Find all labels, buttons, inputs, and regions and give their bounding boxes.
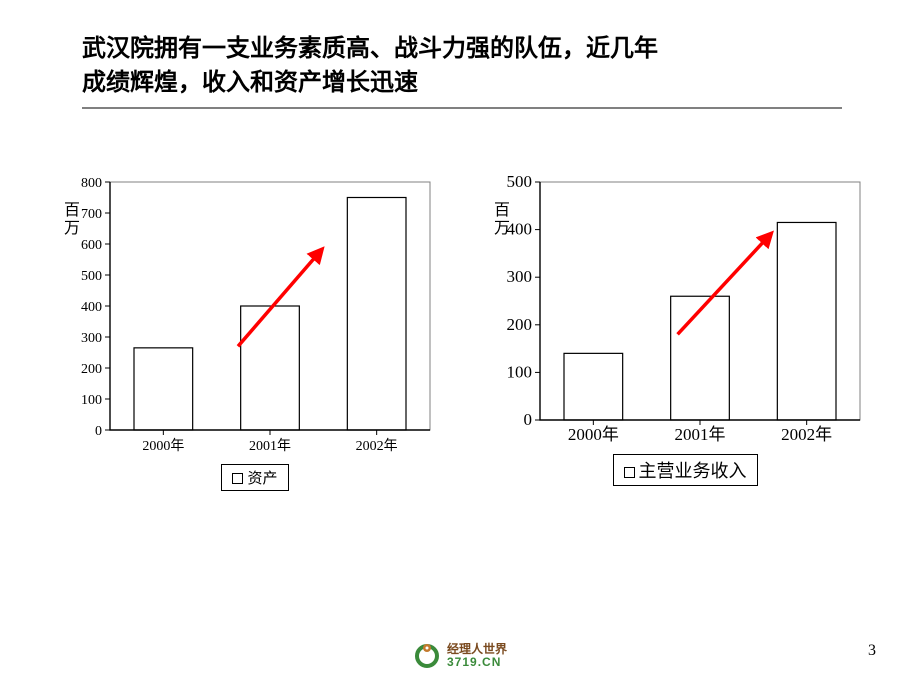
svg-text:700: 700 [81,207,102,222]
svg-text:0: 0 [524,410,533,429]
bar [564,353,623,420]
svg-text:100: 100 [81,393,102,408]
svg-text:100: 100 [507,362,533,381]
svg-text:2000年: 2000年 [142,438,184,454]
revenue-legend: 主营业务收入 [490,454,880,486]
title-underline [82,107,842,109]
legend-swatch-icon [624,467,635,478]
legend-swatch-icon [232,473,243,484]
bar [671,296,730,420]
footer-en: 3719.CN [447,656,507,669]
footer-logo: 经理人世界 3719.CN [413,642,507,670]
footer-text: 经理人世界 3719.CN [447,643,507,669]
slide-title: 武汉院拥有一支业务素质高、战斗力强的队伍，近几年 成绩辉煌，收入和资产增长迅速 [82,32,842,109]
svg-text:2002年: 2002年 [356,438,398,454]
bar [347,198,406,431]
charts-container: 百万 0 100 200 300 400 500 600 700 800 2000年 2001年 20… [60,170,880,491]
svg-text:300: 300 [81,331,102,346]
assets-legend-label: 资产 [247,471,277,487]
svg-text:2000年: 2000年 [568,425,619,444]
y-axis-unit-left: 百万 [64,202,82,237]
assets-legend: 资产 [60,464,450,491]
title-line-2: 成绩辉煌，收入和资产增长迅速 [82,66,842,100]
assets-chart: 百万 0 100 200 300 400 500 600 700 800 2000年 2001年 20… [60,170,450,491]
bar [241,306,300,430]
svg-text:2001年: 2001年 [249,438,291,454]
y-axis-unit-right: 百万 [494,202,512,237]
svg-text:200: 200 [507,315,533,334]
title-line-1: 武汉院拥有一支业务素质高、战斗力强的队伍，近几年 [82,32,842,66]
revenue-legend-label: 主营业务收入 [639,461,747,481]
revenue-chart-svg: 01002003004005002000年2001年2002年 [490,170,870,448]
page-number: 3 [868,642,876,660]
svg-text:800: 800 [81,176,102,191]
bar [134,348,193,430]
svg-text:2002年: 2002年 [781,425,832,444]
svg-text:500: 500 [507,172,533,191]
svg-text:500: 500 [81,269,102,284]
svg-text:200: 200 [81,362,102,377]
svg-text:0: 0 [95,424,102,439]
svg-text:400: 400 [81,300,102,315]
bar [777,222,836,420]
svg-text:2001年: 2001年 [675,425,726,444]
revenue-chart: 百万 01002003004005002000年2001年2002年 主营业务收… [490,170,880,491]
assets-chart-svg: 0 100 200 300 400 500 600 700 800 2000年 2001年 2002年 [60,170,440,458]
logo-icon [413,642,441,670]
svg-text:600: 600 [81,238,102,253]
svg-text:300: 300 [507,267,533,286]
